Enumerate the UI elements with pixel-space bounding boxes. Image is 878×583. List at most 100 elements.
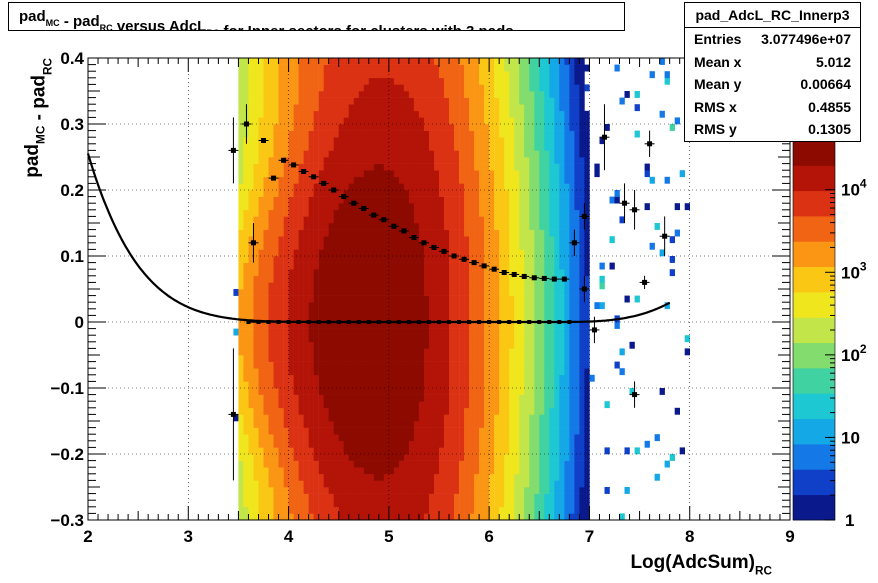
heatmap-cell (274, 296, 279, 303)
heatmap-cell (564, 395, 569, 402)
heatmap-cell (254, 302, 259, 309)
heatmap-cell (409, 223, 414, 230)
heatmap-cell (479, 401, 484, 408)
heatmap-cell (449, 144, 454, 151)
heatmap-cell (479, 381, 484, 388)
heatmap-cell (499, 500, 504, 507)
heatmap-cell (309, 441, 314, 448)
heatmap-cell (339, 381, 344, 388)
heatmap-cell (254, 335, 259, 342)
heatmap-cell (304, 487, 309, 494)
heatmap-cell (339, 203, 344, 210)
heatmap-cell (243, 355, 248, 362)
heatmap-cell (469, 131, 474, 138)
heatmap-cell (529, 104, 534, 111)
heatmap-cell (464, 144, 469, 151)
heatmap-cell (564, 84, 569, 91)
heatmap-cell (264, 65, 269, 72)
heatmap-cell (519, 395, 524, 402)
heatmap-cell (349, 395, 354, 402)
heatmap-cell (504, 190, 509, 197)
heatmap-cell (284, 421, 289, 428)
heatmap-cell (249, 494, 254, 501)
heatmap-cell (559, 381, 564, 388)
heatmap-cell (354, 263, 359, 270)
heatmap-cell (454, 296, 459, 303)
heatmap-cell (469, 355, 474, 362)
heatmap-cell (279, 190, 284, 197)
heatmap-cell (459, 282, 464, 289)
heatmap-cell (554, 131, 559, 138)
heatmap-cell (314, 454, 319, 461)
heatmap-cell (238, 223, 243, 230)
heatmap-cell (409, 170, 414, 177)
heatmap-cell (494, 381, 499, 388)
heatmap-cell (269, 137, 274, 144)
heatmap-cell (409, 309, 414, 316)
heatmap-cell (424, 434, 429, 441)
heatmap-cell (474, 428, 479, 435)
heatmap-cell (454, 104, 459, 111)
heatmap-cell (554, 71, 559, 78)
heatmap-cell (384, 170, 389, 177)
heatmap-cell (444, 256, 449, 263)
heatmap-cell (544, 190, 549, 197)
heatmap-cell (279, 210, 284, 217)
heatmap-cell (559, 335, 564, 342)
heatmap-cell (264, 197, 269, 204)
heatmap-cell (238, 414, 243, 421)
heatmap-cell (359, 249, 364, 256)
heatmap-cell (289, 150, 294, 157)
heatmap-cell (494, 84, 499, 91)
heatmap-cell (539, 302, 544, 309)
heatmap-cell (299, 216, 304, 223)
heatmap-cell (279, 71, 284, 78)
heatmap-cell (314, 480, 319, 487)
heatmap-cell (459, 197, 464, 204)
heatmap-cell (334, 78, 339, 85)
heatmap-cell (243, 428, 248, 435)
heatmap-cell (379, 408, 384, 415)
heatmap-cell (284, 342, 289, 349)
heatmap-cell (359, 480, 364, 487)
heatmap-cell (424, 84, 429, 91)
heatmap-cell (344, 203, 349, 210)
heatmap-cell (434, 401, 439, 408)
heatmap-cell (564, 170, 569, 177)
heatmap-cell (504, 474, 509, 481)
heatmap-cell (259, 494, 264, 501)
heatmap-cell (324, 256, 329, 263)
heatmap-cell (379, 263, 384, 270)
heatmap-cell (564, 177, 569, 184)
heatmap-cell (264, 289, 269, 296)
heatmap-cell (238, 480, 243, 487)
heatmap-cell (289, 223, 294, 230)
heatmap-cell (469, 461, 474, 468)
heatmap-cell (569, 401, 574, 408)
heatmap-cell (559, 137, 564, 144)
heatmap-cell (243, 65, 248, 72)
heatmap-cell (314, 342, 319, 349)
heatmap-cell (243, 170, 248, 177)
heatmap-cell (544, 342, 549, 349)
heatmap-cell (289, 104, 294, 111)
heatmap-cell (309, 309, 314, 316)
heatmap-cell (314, 111, 319, 118)
heatmap-cell (434, 362, 439, 369)
heatmap-cell (499, 441, 504, 448)
heatmap-cell (249, 342, 254, 349)
heatmap-cell (529, 375, 534, 382)
heatmap-cell (259, 269, 264, 276)
heatmap-cell (329, 58, 334, 65)
heatmap-cell (314, 137, 319, 144)
heatmap-cell (339, 282, 344, 289)
heatmap-cell (489, 421, 494, 428)
heatmap-cell (524, 230, 529, 237)
heatmap-cell (319, 230, 324, 237)
heatmap-cell (569, 111, 574, 118)
heatmap-cell (474, 243, 479, 250)
heatmap-cell (459, 500, 464, 507)
heatmap-cell (514, 408, 519, 415)
heatmap-cell (243, 362, 248, 369)
heatmap-cell (584, 401, 589, 408)
